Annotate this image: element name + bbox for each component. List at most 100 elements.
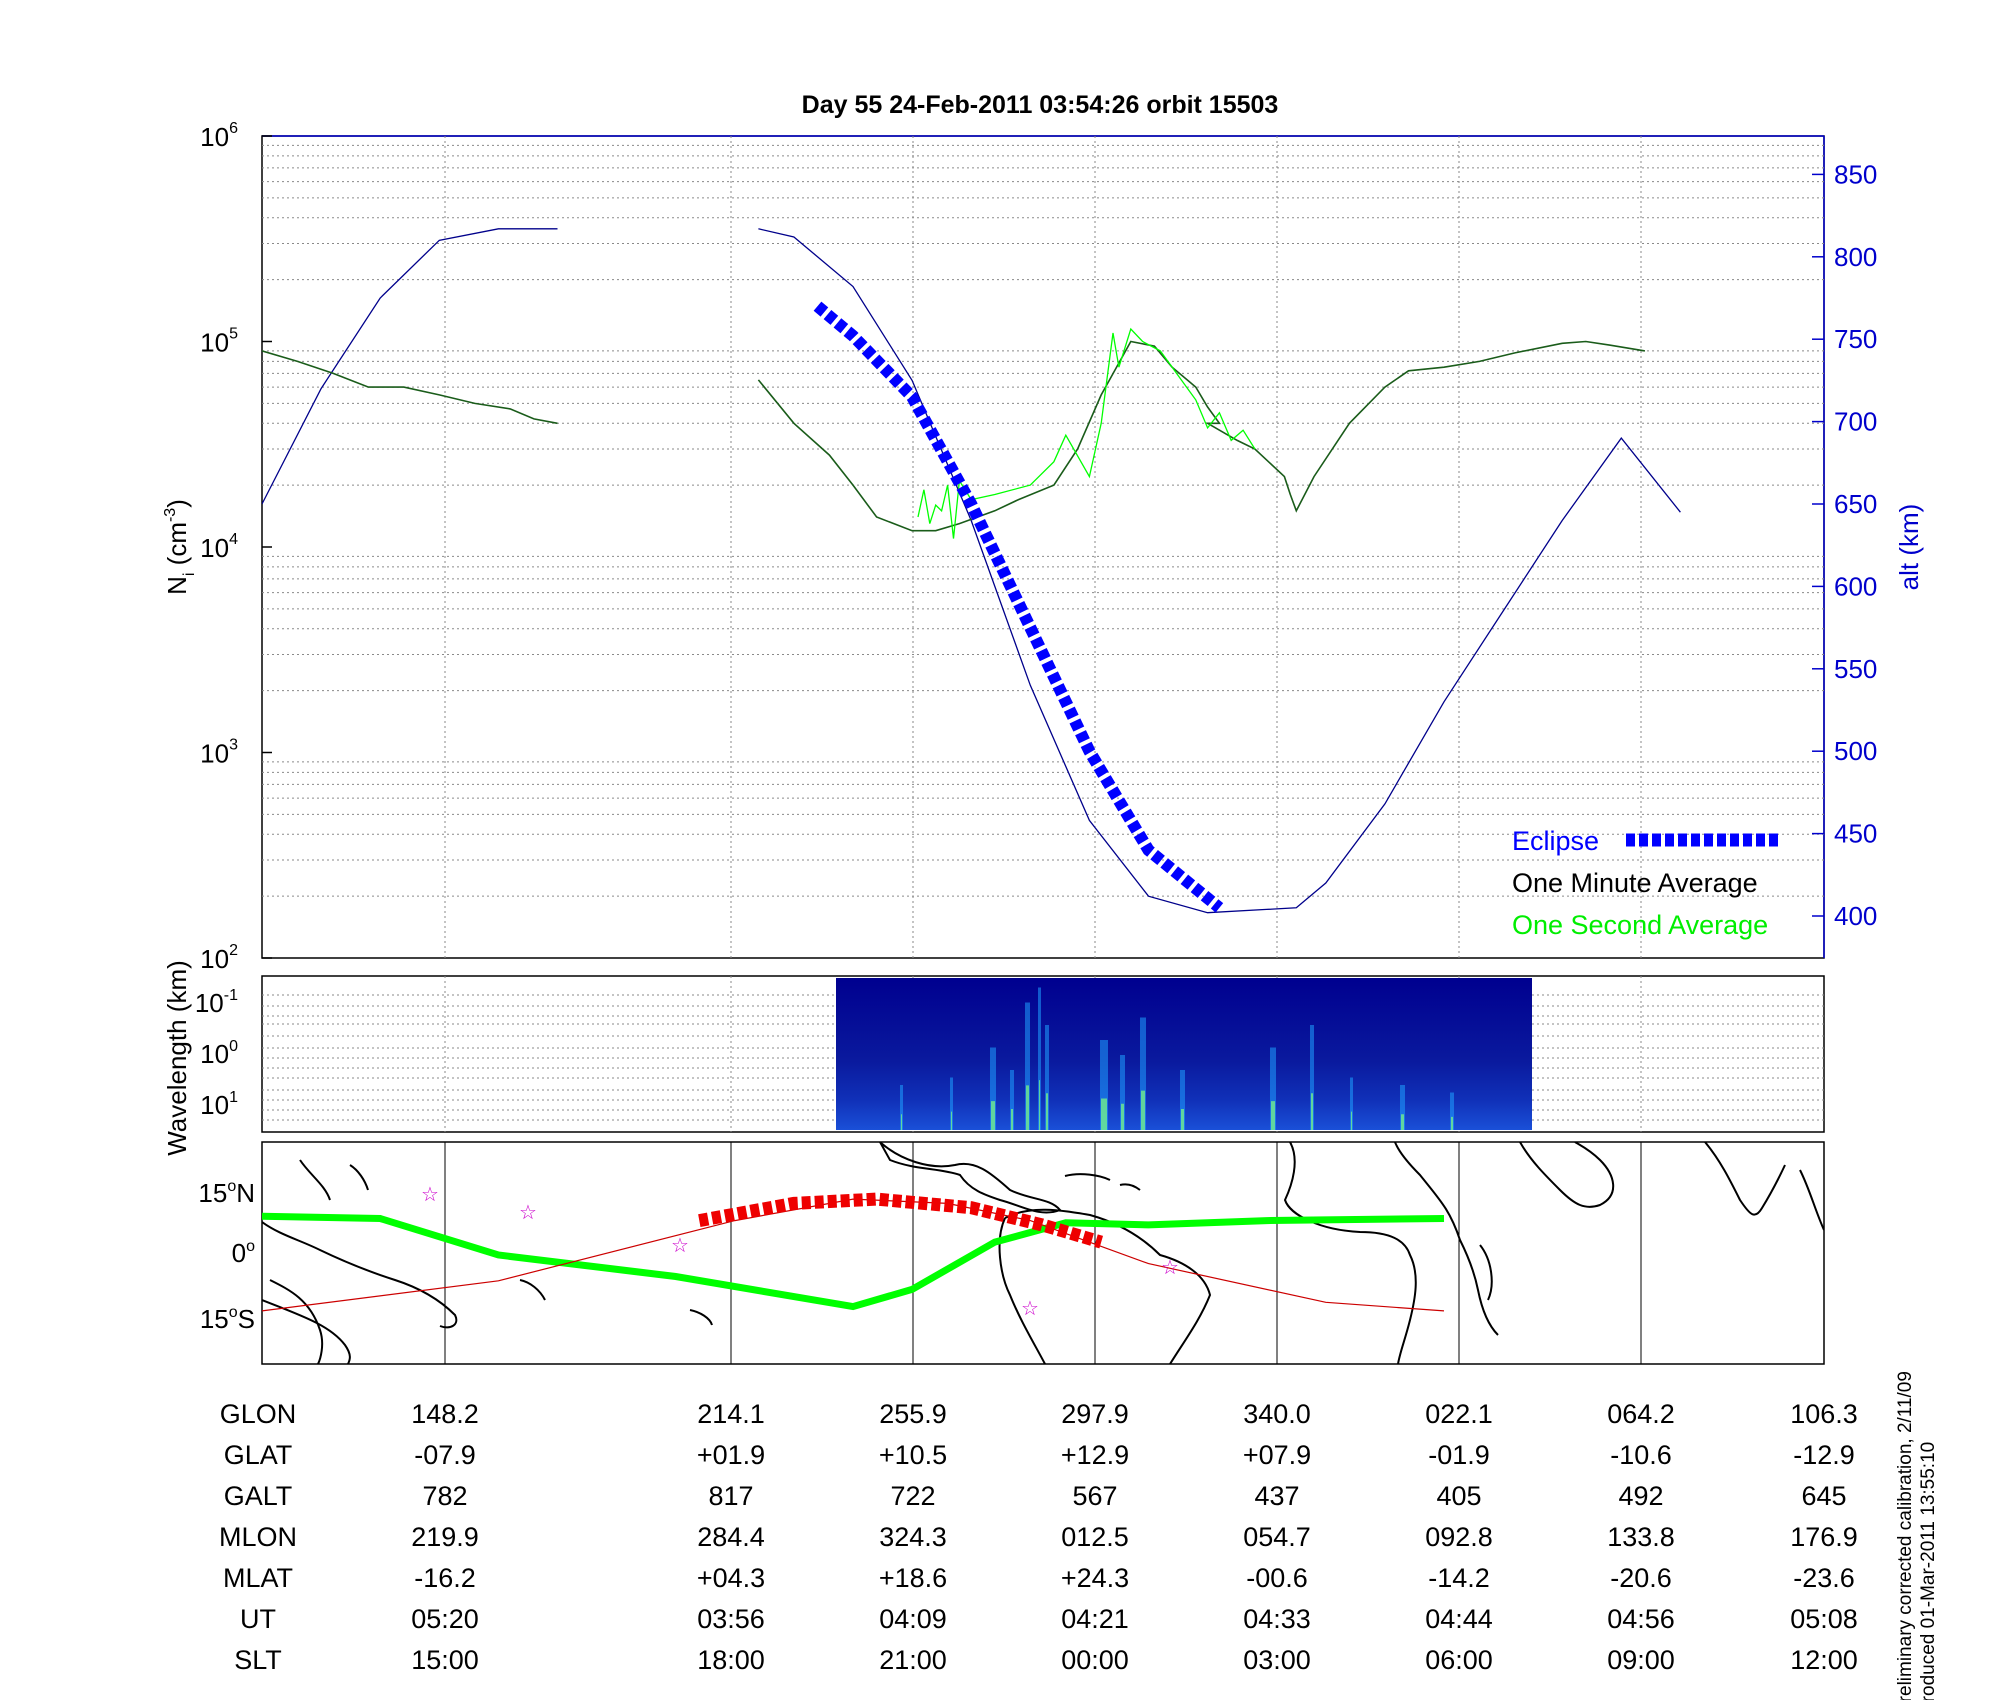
- legend-eclipse-label: Eclipse: [1512, 826, 1599, 856]
- map-tracks: [262, 1192, 1445, 1312]
- spectrogram-streak: [1010, 1070, 1014, 1130]
- table-cell: -01.9: [1428, 1440, 1490, 1470]
- table-cell: +01.9: [697, 1440, 765, 1470]
- table-row-label: MLAT: [223, 1563, 293, 1593]
- table-cell: 645: [1801, 1481, 1846, 1511]
- table-cell: 106.3: [1790, 1399, 1858, 1429]
- table-cell: 09:00: [1607, 1645, 1675, 1675]
- wavelength-tick-label: 100: [200, 1038, 238, 1069]
- table-cell: 04:21: [1061, 1604, 1129, 1634]
- spectrogram-streak-peak: [1181, 1109, 1184, 1130]
- y-tick-label: 106: [200, 120, 238, 152]
- y-tick-label: 105: [200, 326, 238, 358]
- right-tick-label: 400: [1834, 901, 1877, 931]
- top-grid: [262, 136, 1824, 958]
- spectrogram-streak-peak: [901, 1114, 902, 1130]
- wavelength-tick-label: 101: [200, 1089, 238, 1120]
- table-cell: 782: [422, 1481, 467, 1511]
- table-cell: 04:33: [1243, 1604, 1311, 1634]
- star-marker-4: ☆: [1021, 1298, 1039, 1320]
- spectrogram-streak-peak: [1141, 1090, 1145, 1130]
- table-cell: -07.9: [414, 1440, 476, 1470]
- spectrogram-streak-peak: [1311, 1093, 1313, 1130]
- arabia-coast: [1519, 1142, 1615, 1208]
- table-row-label: MLON: [219, 1522, 297, 1552]
- star-marker-2: ☆: [519, 1202, 537, 1224]
- footnote: Preliminary corrected calibration, 2/11/…: [1895, 1371, 1939, 1700]
- spectrogram-streak: [1038, 987, 1041, 1130]
- ephemeris-table: GLON 148.2 214.1 255.9 297.9 340.0 022.1 064.2 1…: [219, 1399, 1858, 1675]
- table-cell: +24.3: [1061, 1563, 1129, 1593]
- spectrogram-streaks: [900, 987, 1454, 1130]
- spectrogram-streak-peak: [1121, 1103, 1124, 1130]
- table-cell: 133.8: [1607, 1522, 1675, 1552]
- right-tick-label: 550: [1834, 654, 1877, 684]
- spectrogram-streak: [1450, 1092, 1454, 1130]
- y-tick-label: 103: [200, 737, 238, 769]
- southeast-asia-coast: [262, 1159, 458, 1364]
- ground-track-panel: ☆ ☆ ☆ ☆ ☆ 15oN 0o 15oS: [198, 1141, 1825, 1365]
- table-cell: 00:00: [1061, 1645, 1129, 1675]
- table-cell: 255.9: [879, 1399, 947, 1429]
- spectrogram-streak-peak: [991, 1101, 995, 1130]
- table-cell: -12.9: [1793, 1440, 1855, 1470]
- table-cell: 15:00: [411, 1645, 479, 1675]
- table-row-label: GALT: [224, 1481, 293, 1511]
- latitude-tick-label: 0o: [232, 1238, 255, 1268]
- one-minute-average-line: [262, 340, 1646, 532]
- y-tick-label: 102: [200, 942, 238, 974]
- spectrogram-streak: [1180, 1070, 1185, 1130]
- spectrogram-streak: [950, 1077, 953, 1130]
- altitude-line: [262, 228, 1681, 914]
- footnote-line-1: Preliminary corrected calibration, 2/11/…: [1895, 1371, 1916, 1700]
- table-cell: 18:00: [697, 1645, 765, 1675]
- right-y-ticks: 400 450 500 550 600 650 700 750 800 850: [1812, 159, 1877, 931]
- table-cell: 284.4: [697, 1522, 765, 1552]
- spectrogram-streak-peak: [1046, 1093, 1048, 1130]
- table-cell: 21:00: [879, 1645, 947, 1675]
- table-cell: 567: [1072, 1481, 1117, 1511]
- one-second-average-line: [917, 327, 1256, 539]
- table-cell: 03:56: [697, 1604, 765, 1634]
- table-cell: 297.9: [1061, 1399, 1129, 1429]
- y-tick-label: 104: [200, 531, 238, 563]
- table-cell: 148.2: [411, 1399, 479, 1429]
- coastlines: [262, 1142, 1824, 1364]
- spectrogram-streak-peak: [1351, 1111, 1352, 1130]
- table-cell: 092.8: [1425, 1522, 1493, 1552]
- spectrogram-streak: [1270, 1047, 1276, 1130]
- table-cell: -00.6: [1246, 1563, 1308, 1593]
- table-cell: +04.3: [697, 1563, 765, 1593]
- table-cell: 054.7: [1243, 1522, 1311, 1552]
- right-tick-label: 600: [1834, 571, 1877, 601]
- spectrogram-streak: [1045, 1025, 1049, 1130]
- legend-minute-average-label: One Minute Average: [1512, 868, 1758, 898]
- table-row-label: GLON: [220, 1399, 297, 1429]
- table-cell: +18.6: [879, 1563, 947, 1593]
- spectrogram-streak: [1025, 1002, 1030, 1130]
- india-coast: [1704, 1142, 1786, 1216]
- ion-density-panel: 102 103 104 105 106 400 450 500 550 600 650 700 750…: [162, 120, 1924, 974]
- table-cell: -23.6: [1793, 1563, 1855, 1593]
- chart-title: Day 55 24-Feb-2011 03:54:26 orbit 15503: [802, 91, 1279, 119]
- right-y-axis-label: alt (km): [1894, 504, 1924, 591]
- table-cell: -10.6: [1610, 1440, 1672, 1470]
- table-cell: 04:44: [1425, 1604, 1493, 1634]
- latitude-tick-label: 15oN: [198, 1178, 255, 1208]
- table-cell: 012.5: [1061, 1522, 1129, 1552]
- table-row-label: SLT: [234, 1645, 282, 1675]
- right-tick-label: 750: [1834, 324, 1877, 354]
- map-y-ticks: 15oN 0o 15oS: [198, 1178, 255, 1334]
- table-cell: 176.9: [1790, 1522, 1858, 1552]
- spectrogram-streak: [990, 1047, 996, 1130]
- spectrogram-panel: 10-1 100 101 Wavelength (km): [162, 960, 1825, 1156]
- map-track-2: [698, 1192, 1104, 1249]
- table-cell: -16.2: [414, 1563, 476, 1593]
- map-frame: [261, 1141, 1825, 1365]
- table-cell: 722: [890, 1481, 935, 1511]
- table-cell: 492: [1618, 1481, 1663, 1511]
- map-markers: ☆ ☆ ☆ ☆ ☆: [421, 1184, 1179, 1320]
- spectrogram-streak: [1140, 1017, 1146, 1130]
- table-cell: 340.0: [1243, 1399, 1311, 1429]
